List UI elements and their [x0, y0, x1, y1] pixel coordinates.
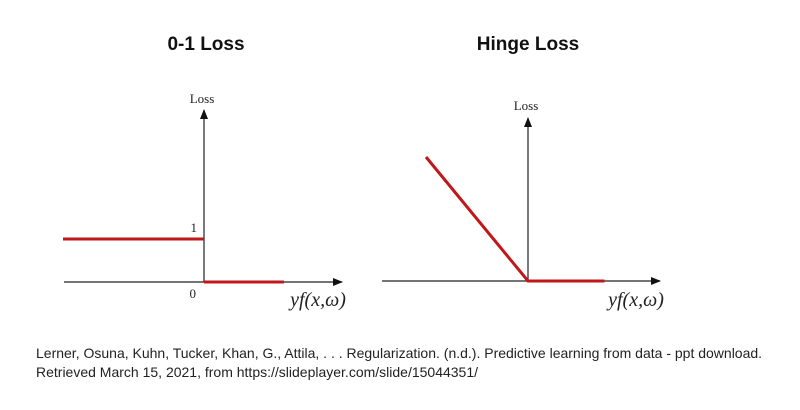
- chart-title: 0-1 Loss: [167, 34, 244, 55]
- caption-line-2: Retrieved March 15, 2021, from https://s…: [36, 364, 479, 380]
- source-caption: Lerner, Osuna, Kuhn, Tucker, Khan, G., A…: [36, 344, 786, 382]
- x-axis-label: yf(x,ω): [606, 289, 664, 311]
- loss-series-line-0: [424, 156, 605, 283]
- hinge-loss-chart: Hinge Loss Loss yf(x,ω): [382, 34, 664, 311]
- zero-one-loss-chart: 0-1 Loss Loss 1 0 yf(x,ω): [63, 34, 346, 311]
- y-axis-label: Loss: [190, 91, 215, 106]
- y-tick-label: 1: [191, 220, 198, 235]
- series-layer: [424, 156, 605, 283]
- origin-label: 0: [190, 286, 197, 301]
- caption-line-1: Lerner, Osuna, Kuhn, Tucker, Khan, G., A…: [36, 345, 763, 361]
- x-axis-label: yf(x,ω): [288, 289, 346, 311]
- series-layer: [63, 237, 284, 284]
- chart-title: Hinge Loss: [477, 34, 579, 55]
- loss-functions-figure: 0-1 Loss Loss 1 0 yf(x,ω) Hinge Loss Los…: [63, 34, 664, 311]
- y-axis-label: Loss: [514, 98, 539, 113]
